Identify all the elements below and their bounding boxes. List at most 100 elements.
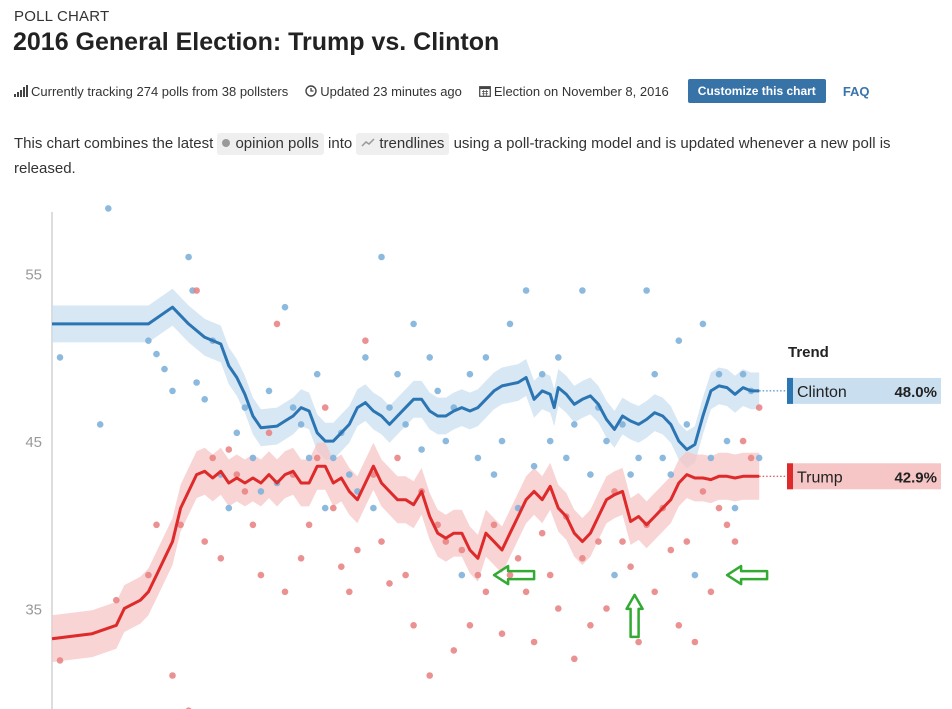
- clinton-poll-point[interactable]: [530, 462, 538, 470]
- clinton-poll-point[interactable]: [755, 454, 763, 462]
- clinton-poll-point[interactable]: [96, 421, 104, 428]
- clinton-poll-point[interactable]: [145, 337, 152, 344]
- trump-poll-point[interactable]: [731, 538, 739, 545]
- clinton-poll-point[interactable]: [370, 504, 377, 512]
- clinton-poll-point[interactable]: [659, 454, 666, 462]
- clinton-poll-point[interactable]: [265, 387, 273, 395]
- clinton-poll-point[interactable]: [723, 437, 731, 445]
- trump-poll-point[interactable]: [715, 504, 723, 512]
- trump-poll-point[interactable]: [675, 622, 683, 629]
- clinton-poll-point[interactable]: [185, 253, 192, 261]
- trump-poll-point[interactable]: [450, 647, 458, 654]
- clinton-poll-point[interactable]: [643, 287, 650, 294]
- trump-poll-point[interactable]: [217, 555, 225, 562]
- trump-poll-point[interactable]: [603, 605, 610, 612]
- clinton-poll-point[interactable]: [635, 454, 642, 462]
- clinton-poll-point[interactable]: [193, 379, 200, 386]
- clinton-poll-point[interactable]: [587, 471, 594, 478]
- clinton-poll-point[interactable]: [321, 504, 329, 512]
- trump-poll-point[interactable]: [426, 672, 434, 679]
- trump-poll-point[interactable]: [627, 563, 634, 570]
- trump-poll-point[interactable]: [530, 638, 538, 646]
- clinton-poll-point[interactable]: [426, 354, 434, 361]
- clinton-poll-point[interactable]: [241, 404, 249, 411]
- trump-poll-point[interactable]: [466, 622, 474, 629]
- clinton-poll-point[interactable]: [56, 354, 64, 361]
- trump-poll-point[interactable]: [265, 429, 273, 437]
- trump-poll-point[interactable]: [330, 504, 337, 512]
- trump-poll-point[interactable]: [249, 521, 257, 529]
- trump-poll-point[interactable]: [691, 638, 699, 646]
- clinton-poll-point[interactable]: [675, 337, 683, 344]
- trump-poll-point[interactable]: [378, 538, 385, 545]
- trump-poll-point[interactable]: [538, 529, 546, 537]
- trump-poll-point[interactable]: [490, 521, 498, 529]
- trump-poll-point[interactable]: [386, 580, 393, 587]
- clinton-trend-line[interactable]: [52, 305, 760, 451]
- clinton-poll-point[interactable]: [603, 437, 610, 445]
- trump-poll-point[interactable]: [193, 287, 200, 294]
- trump-poll-point[interactable]: [321, 404, 329, 411]
- faq-link[interactable]: FAQ: [842, 83, 870, 99]
- trump-poll-point[interactable]: [113, 596, 120, 604]
- clinton-poll-point[interactable]: [555, 354, 562, 361]
- trump-poll-point[interactable]: [241, 488, 249, 495]
- clinton-poll-point[interactable]: [378, 253, 385, 261]
- trump-poll-point[interactable]: [699, 488, 707, 495]
- trump-poll-point[interactable]: [739, 437, 747, 445]
- clinton-poll-point[interactable]: [305, 454, 313, 462]
- trump-poll-point[interactable]: [747, 454, 755, 462]
- clinton-poll-point[interactable]: [466, 370, 474, 378]
- clinton-poll-point[interactable]: [169, 387, 176, 395]
- customize-chart-button[interactable]: Customize this chart: [687, 79, 826, 103]
- trump-poll-point[interactable]: [587, 622, 594, 629]
- clinton-poll-point[interactable]: [699, 320, 707, 328]
- clinton-poll-point[interactable]: [667, 471, 675, 478]
- clinton-poll-point[interactable]: [105, 205, 112, 212]
- trump-poll-point[interactable]: [506, 571, 514, 579]
- clinton-poll-point[interactable]: [474, 454, 482, 462]
- clinton-poll-point[interactable]: [201, 396, 208, 403]
- clinton-poll-point[interactable]: [627, 471, 634, 478]
- clinton-poll-point[interactable]: [281, 303, 289, 311]
- trump-poll-point[interactable]: [313, 454, 321, 462]
- clinton-poll-point[interactable]: [538, 370, 546, 378]
- trump-poll-point[interactable]: [619, 538, 626, 545]
- clinton-poll-point[interactable]: [249, 454, 257, 462]
- clinton-poll-point[interactable]: [522, 287, 530, 294]
- clinton-poll-point[interactable]: [418, 446, 425, 453]
- trump-poll-point[interactable]: [667, 546, 675, 554]
- clinton-poll-point[interactable]: [707, 454, 715, 462]
- trump-poll-point[interactable]: [354, 546, 361, 554]
- trump-poll-point[interactable]: [707, 588, 715, 596]
- clinton-poll-point[interactable]: [691, 571, 699, 579]
- trump-legend-box[interactable]: [787, 463, 941, 490]
- trump-poll-point[interactable]: [651, 588, 658, 596]
- trump-poll-point[interactable]: [362, 337, 369, 344]
- clinton-poll-point[interactable]: [257, 488, 265, 495]
- trump-poll-point[interactable]: [297, 555, 305, 562]
- trump-poll-point[interactable]: [635, 638, 642, 646]
- clinton-poll-point[interactable]: [161, 365, 168, 373]
- clinton-poll-point[interactable]: [225, 504, 233, 512]
- clinton-poll-point[interactable]: [297, 421, 305, 428]
- trump-poll-point[interactable]: [201, 538, 208, 545]
- trump-poll-point[interactable]: [233, 471, 241, 478]
- clinton-poll-point[interactable]: [434, 387, 442, 395]
- trump-poll-point[interactable]: [683, 538, 691, 545]
- clinton-poll-point[interactable]: [346, 471, 353, 478]
- trump-poll-point[interactable]: [402, 571, 409, 579]
- clinton-poll-point[interactable]: [442, 437, 450, 445]
- trump-poll-point[interactable]: [514, 555, 522, 562]
- trump-poll-point[interactable]: [579, 555, 586, 562]
- trump-poll-point[interactable]: [257, 571, 265, 579]
- trump-poll-point[interactable]: [394, 454, 401, 462]
- clinton-poll-point[interactable]: [362, 354, 369, 361]
- trump-poll-point[interactable]: [145, 571, 152, 579]
- clinton-poll-point[interactable]: [386, 404, 393, 411]
- trump-poll-point[interactable]: [474, 571, 482, 579]
- clinton-legend-box[interactable]: [787, 377, 941, 404]
- trump-poll-point[interactable]: [595, 538, 602, 545]
- clinton-poll-point[interactable]: [651, 370, 658, 378]
- trump-poll-point[interactable]: [153, 521, 160, 529]
